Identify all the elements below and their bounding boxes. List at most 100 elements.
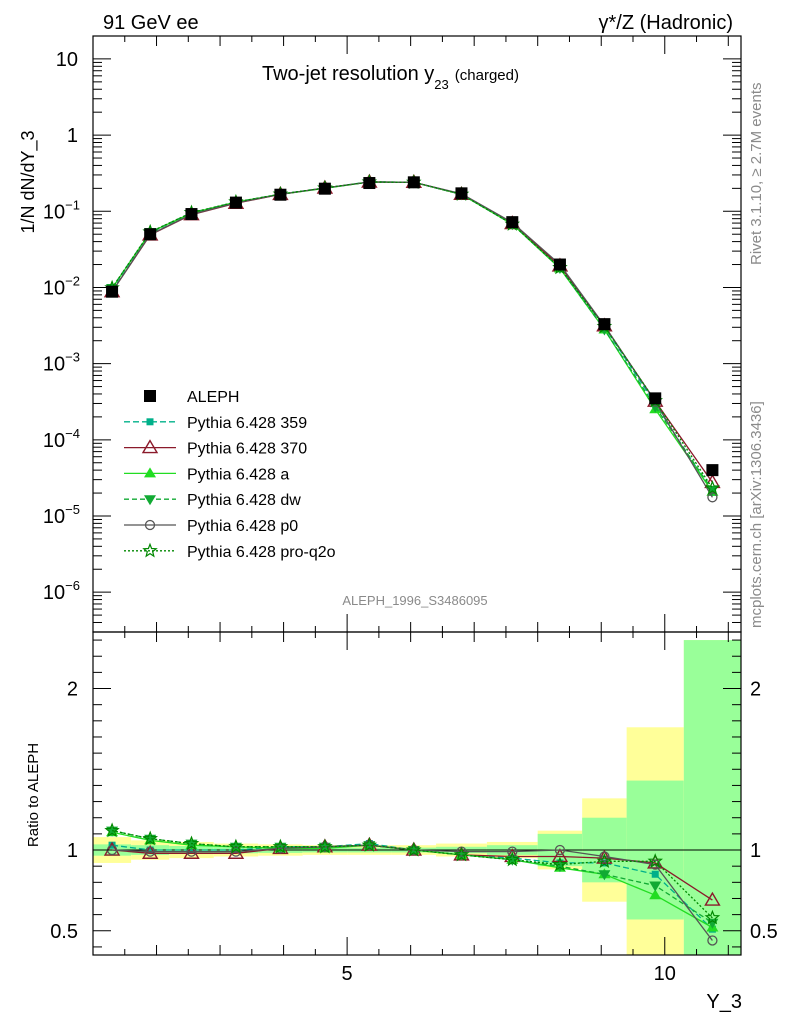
- mcplots-label: mcplots.cern.ch [arXiv:1306.3436]: [748, 401, 765, 628]
- ratio-series-point: [704, 891, 721, 906]
- tick-base: 10: [43, 354, 65, 376]
- ratio-series-point: [145, 846, 156, 857]
- ratio-series-point: [551, 848, 569, 863]
- legend-marker: [142, 542, 158, 558]
- legend-item: Pythia 6.428 pro-q2o: [124, 542, 336, 561]
- ratio-series-point: [142, 830, 159, 846]
- plot-title: Two-jet resolution y23 (charged): [262, 63, 519, 92]
- legend-label: ALEPH: [187, 389, 239, 406]
- tick-exponent: −1: [65, 197, 80, 212]
- ratio-series-point: [554, 844, 566, 856]
- data-point: [649, 392, 662, 405]
- ratio-series-point: [228, 838, 244, 854]
- main-series-line: [111, 181, 713, 489]
- main-y-tick-label: 10−5: [43, 502, 80, 528]
- legend-marker: [144, 519, 156, 531]
- tick-base: 10: [43, 506, 65, 528]
- main-y-axis-label: 1/N dN/dY_3: [18, 130, 39, 233]
- data-point: [455, 187, 468, 200]
- ratio-series-point: [144, 834, 157, 845]
- x-tick-label: 10: [654, 963, 676, 985]
- header-left-label: 91 GeV ee: [103, 12, 199, 34]
- main-series-line: [111, 181, 713, 483]
- main-y-tick-label: 10−2: [43, 273, 80, 299]
- tick-exponent: −2: [65, 273, 80, 288]
- ratio-series-point: [405, 841, 422, 857]
- ratio-series-point: [647, 853, 663, 868]
- data-point: [706, 464, 719, 477]
- ratio-y-tick-label-right: 0.5: [750, 921, 778, 943]
- legend-item: Pythia 6.428 359: [124, 415, 307, 432]
- legend-item: Pythia 6.428 dw: [124, 492, 301, 509]
- data-point: [229, 196, 242, 209]
- legend-item: ALEPH: [144, 389, 239, 406]
- legend-label: Pythia 6.428 a: [187, 466, 289, 483]
- data-point: [363, 177, 376, 190]
- x-tick-label: 5: [342, 963, 353, 985]
- data-point: [144, 228, 157, 241]
- ratio-y-tick-label-left: 1: [67, 840, 78, 862]
- ratio-series-point: [106, 826, 119, 837]
- main-y-tick-label: 10: [56, 49, 78, 71]
- legend-marker: [141, 439, 159, 454]
- data-point: [407, 176, 420, 189]
- main-y-tick-label: 10−4: [43, 426, 80, 452]
- ratio-bands: [93, 640, 741, 955]
- ratio-y-tick-label-right: 1: [750, 840, 761, 862]
- legend-item: Pythia 6.428 370: [124, 439, 307, 458]
- data-point: [506, 216, 519, 229]
- plot-title-main: Two-jet resolution y: [262, 63, 434, 85]
- tick-exponent: −3: [65, 350, 80, 365]
- ratio-series-point: [649, 889, 662, 900]
- ratio-y-axis-label: Ratio to ALEPH: [25, 743, 42, 847]
- ratio-series-point: [596, 853, 613, 868]
- data-point: [553, 258, 566, 271]
- legend-marker: [144, 390, 156, 402]
- ratio-series-point: [650, 859, 661, 870]
- ratio-series-point: [707, 935, 718, 946]
- legend-label: Pythia 6.428 dw: [187, 492, 301, 509]
- ratio-series-point: [183, 835, 200, 851]
- inner-band-bin: [683, 640, 741, 955]
- ratio-series-point: [598, 870, 611, 881]
- ratio-series-point: [229, 842, 242, 853]
- tick-exponent: −5: [65, 502, 80, 517]
- ratio-series-point: [317, 838, 333, 854]
- legend-label: Pythia 6.428 359: [187, 415, 307, 432]
- legend: ALEPH Pythia 6.428 359 Pythia 6.428 370 Pyt…: [124, 389, 336, 561]
- plot-title-suffix: (charged): [455, 67, 519, 84]
- data-point: [318, 182, 331, 195]
- ratio-y-tick-label-left: 2: [67, 679, 78, 701]
- main-y-tick-label: 1: [67, 125, 78, 147]
- ratio-series-point: [504, 851, 521, 867]
- main-series-point: [707, 492, 718, 503]
- main-y-tick-label: 10−1: [43, 197, 80, 223]
- ratio-series-point: [186, 846, 197, 857]
- main-y-tick-label: 10−6: [43, 578, 80, 604]
- ratio-series-point: [704, 909, 721, 925]
- main-series-point: [704, 480, 721, 495]
- tick-base: 10: [56, 49, 78, 71]
- data-point: [185, 208, 198, 221]
- ratio-series-point: [146, 846, 154, 854]
- x-axis-label: Y_3: [706, 991, 742, 1013]
- ratio-series-point: [599, 851, 610, 862]
- ratio-series-point: [507, 846, 518, 857]
- main-y-tick-label: 10−3: [43, 350, 80, 376]
- legend-marker: [146, 418, 154, 426]
- ratio-series-5: [104, 822, 721, 925]
- legend-label: Pythia 6.428 pro-q2o: [187, 544, 336, 561]
- legend-label: Pythia 6.428 370: [187, 441, 307, 458]
- tick-base: 10: [43, 582, 65, 604]
- data-point: [274, 188, 287, 201]
- ratio-y-tick-label-right: 2: [750, 679, 761, 701]
- ratio-frame: [92, 631, 742, 956]
- tick-base: 1: [67, 125, 78, 147]
- ratio-series-point: [649, 881, 662, 892]
- ratio-series-point: [185, 839, 198, 850]
- ratio-series-point: [407, 846, 420, 857]
- ratio-series-point: [363, 841, 376, 852]
- ratio-series-point: [453, 846, 470, 862]
